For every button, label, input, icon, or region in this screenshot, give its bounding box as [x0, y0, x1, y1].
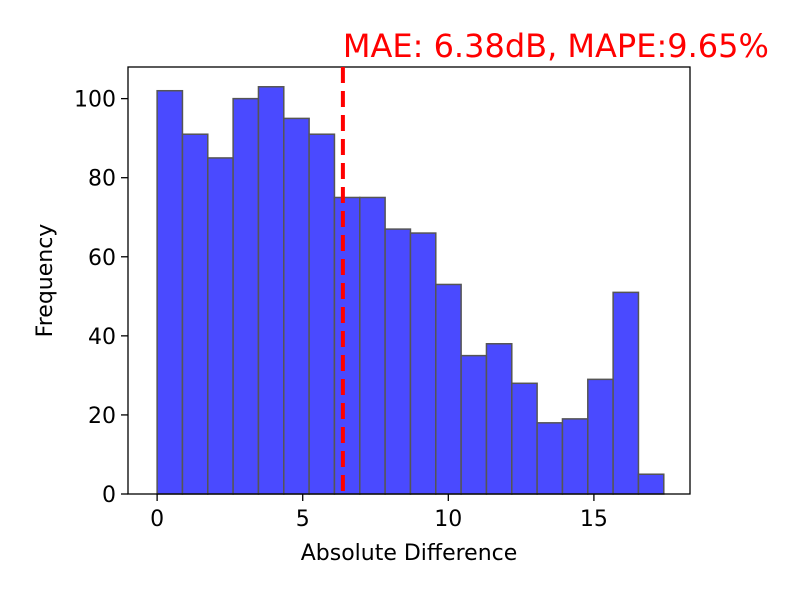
histogram-bar: [460, 354, 488, 495]
histogram-bar: [283, 117, 310, 495]
x-tick-label: 0: [150, 507, 164, 532]
histogram-bar: [384, 228, 412, 495]
y-axis-label: Frequency: [33, 224, 58, 338]
x-axis-label: Absolute Difference: [301, 541, 518, 566]
y-tick-label: 100: [74, 88, 116, 113]
histogram-bar: [435, 283, 462, 495]
histogram-bar: [359, 196, 386, 495]
histogram-bar: [207, 157, 234, 495]
histogram-bar: [232, 97, 260, 495]
histogram-bar: [561, 418, 589, 495]
bars-group: [156, 86, 665, 495]
plot-frame: [127, 66, 691, 495]
mae-mape-annotation: MAE: 6.38dB, MAPE:9.65%: [343, 27, 769, 65]
histogram-bar: [511, 382, 538, 495]
y-tick-label: 60: [88, 246, 116, 271]
ticks-group: 0 5 10 15 0 20 40 60 80 100: [74, 88, 608, 532]
histogram-bar: [587, 378, 614, 495]
x-tick-label: 10: [434, 507, 462, 532]
histogram-bar: [308, 133, 336, 495]
x-tick-label: 5: [296, 507, 310, 532]
y-tick-label: 0: [102, 483, 116, 508]
histogram-bar: [637, 473, 665, 495]
histogram-bar: [536, 422, 564, 495]
y-tick-label: 80: [88, 167, 116, 192]
histogram-bar: [485, 343, 513, 495]
histogram-bar: [257, 86, 285, 495]
x-tick-label: 15: [580, 507, 608, 532]
histogram-bar: [612, 291, 640, 495]
histogram-bar: [409, 232, 437, 495]
histogram-bar: [181, 133, 209, 495]
histogram-bar: [156, 89, 184, 495]
y-tick-label: 20: [88, 404, 116, 429]
y-tick-label: 40: [88, 325, 116, 350]
histogram-bar: [333, 196, 361, 495]
